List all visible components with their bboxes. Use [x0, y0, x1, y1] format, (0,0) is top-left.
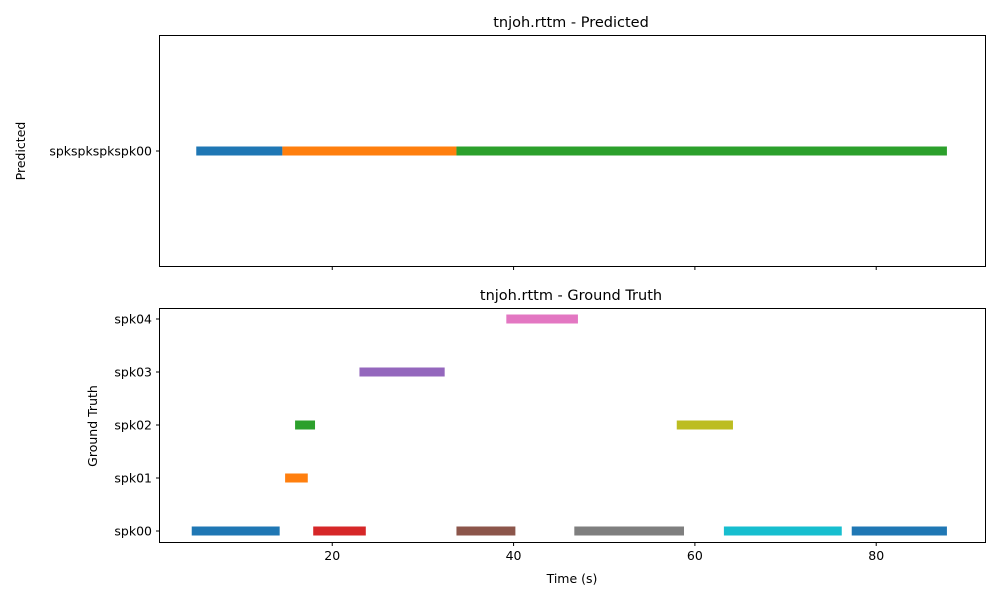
ground-truth-plot-area: 20 40 60 80 spk00 spk01 spk02 spk03 spk04: [114, 312, 947, 563]
y-tick-label: spk01: [114, 471, 152, 486]
segment-bar: [723, 526, 842, 536]
x-tick-label: 80: [868, 548, 884, 563]
segment-bar: [676, 420, 733, 430]
segment-bar: [196, 146, 283, 156]
x-tick-label: 40: [506, 548, 522, 563]
x-tick-label: 20: [324, 548, 340, 563]
predicted-axes-frame: [159, 35, 986, 267]
segment-bar: [295, 420, 316, 430]
predicted-plot-area: spkspkspkspk00: [49, 144, 947, 270]
predicted-title: tnjoh.rttm - Predicted: [493, 15, 649, 31]
segment-bar: [191, 526, 280, 536]
x-axis-label: Time (s): [546, 571, 598, 586]
segment-bar: [456, 526, 516, 536]
segment-bar: [851, 526, 947, 536]
y-tick-label: spk04: [114, 312, 152, 327]
y-tick-label: spk00: [114, 524, 152, 539]
segment-bar: [456, 146, 947, 156]
y-tick-label: spkspkspkspk00: [49, 144, 152, 159]
ground-truth-axes-frame: [159, 308, 986, 543]
predicted-y-axis-label: Predicted: [13, 122, 28, 181]
y-tick-label: spk03: [114, 365, 152, 380]
ground-truth-title: tnjoh.rttm - Ground Truth: [480, 288, 662, 304]
x-tick-label: 60: [687, 548, 703, 563]
y-tick-label: spk02: [114, 418, 152, 433]
segment-bar: [313, 526, 366, 536]
ground-truth-y-axis-label: Ground Truth: [85, 385, 100, 467]
segment-bar: [506, 314, 578, 324]
segment-bar: [282, 146, 457, 156]
segment-bar: [285, 473, 308, 483]
segment-bar: [574, 526, 685, 536]
segment-bar: [359, 367, 445, 377]
ground-truth-panel: tnjoh.rttm - Ground Truth 20 40 60 80 spk00 s…: [85, 288, 986, 586]
predicted-panel: tnjoh.rttm - Predicted spkspkspkspk00 Pr…: [13, 15, 986, 270]
